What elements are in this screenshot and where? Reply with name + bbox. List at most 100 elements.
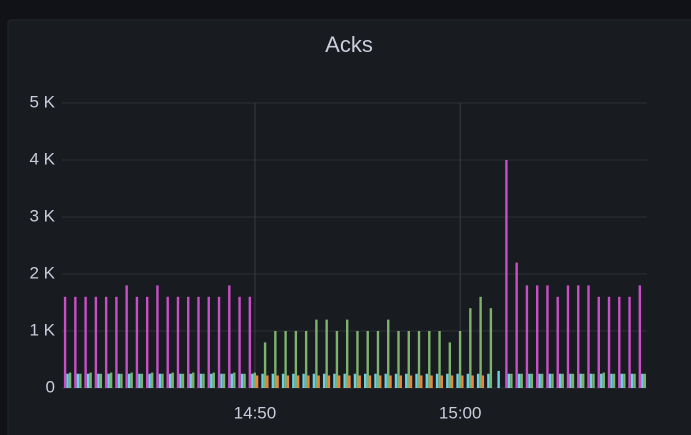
bar xyxy=(140,373,144,388)
bar xyxy=(387,319,390,388)
bar xyxy=(420,375,423,388)
bar xyxy=(197,296,200,388)
bar xyxy=(276,375,279,388)
bar xyxy=(517,373,521,388)
bar xyxy=(600,373,603,388)
bar xyxy=(284,331,287,388)
bar xyxy=(199,373,203,388)
bar xyxy=(251,373,254,388)
bar xyxy=(169,373,172,388)
bar xyxy=(294,331,298,388)
bar xyxy=(618,296,621,388)
y-tick-label: 5 K xyxy=(29,92,55,111)
bar xyxy=(569,373,572,388)
y-tick-label: 4 K xyxy=(29,149,55,168)
bar xyxy=(74,296,77,388)
bar xyxy=(520,373,523,388)
bar xyxy=(148,373,151,388)
bar xyxy=(263,342,267,388)
bar xyxy=(253,372,257,388)
bar xyxy=(597,296,600,388)
bar xyxy=(212,372,215,388)
bar xyxy=(405,373,408,388)
bar xyxy=(409,375,413,388)
bar xyxy=(446,373,449,388)
bar xyxy=(120,373,123,388)
bar xyxy=(345,319,349,388)
bar xyxy=(458,331,462,388)
bar xyxy=(156,285,159,388)
bar xyxy=(68,372,72,388)
bar xyxy=(348,375,351,388)
y-tick-label: 1 K xyxy=(29,320,55,339)
bar xyxy=(79,373,82,388)
bar xyxy=(107,373,110,388)
bar xyxy=(515,262,518,388)
bar xyxy=(548,373,552,388)
bar xyxy=(302,373,305,388)
panel-title[interactable]: Acks xyxy=(325,32,373,57)
bar xyxy=(337,375,341,388)
bar xyxy=(556,296,559,388)
bar xyxy=(610,373,613,388)
bar xyxy=(222,373,226,388)
bar xyxy=(207,296,210,388)
bar xyxy=(450,375,454,388)
bar xyxy=(296,375,300,388)
bar xyxy=(425,373,428,388)
bar xyxy=(535,285,539,388)
bar xyxy=(430,375,433,388)
bar xyxy=(243,373,246,388)
bar xyxy=(540,373,544,388)
y-tick-label: 2 K xyxy=(29,263,55,282)
bar xyxy=(607,296,611,388)
bar xyxy=(127,373,131,388)
bar xyxy=(415,373,418,388)
bar xyxy=(63,296,67,388)
bar xyxy=(643,373,647,388)
bar xyxy=(109,372,113,388)
bar xyxy=(333,373,336,388)
bar xyxy=(592,373,595,388)
bar xyxy=(448,342,452,388)
bar xyxy=(150,372,154,388)
bar xyxy=(389,375,392,388)
bar xyxy=(612,373,616,388)
bar xyxy=(274,331,277,388)
bar xyxy=(435,373,439,388)
bar xyxy=(125,285,128,388)
bar xyxy=(505,160,508,388)
bar xyxy=(166,296,169,388)
bar xyxy=(89,372,92,388)
bar xyxy=(292,373,295,388)
bar xyxy=(417,331,421,388)
bar xyxy=(589,373,593,388)
bar xyxy=(530,373,534,388)
bar xyxy=(623,373,626,388)
bar xyxy=(368,375,372,388)
bar xyxy=(327,375,331,388)
bar xyxy=(255,375,259,388)
bar xyxy=(456,373,459,388)
bar xyxy=(179,373,182,388)
bar xyxy=(638,285,642,388)
bar xyxy=(366,331,369,388)
bar xyxy=(312,373,316,388)
bar xyxy=(307,375,310,388)
bar xyxy=(528,373,531,388)
bar xyxy=(358,375,361,388)
bar xyxy=(641,373,644,388)
bar xyxy=(510,373,513,388)
bar xyxy=(479,296,482,388)
bar xyxy=(84,296,87,388)
bar xyxy=(620,373,623,388)
bar xyxy=(76,373,80,388)
bar xyxy=(630,373,634,388)
bar xyxy=(353,373,357,388)
bar xyxy=(322,373,326,388)
bar xyxy=(579,373,582,388)
bar xyxy=(374,373,377,388)
x-tick-label: 15:00 xyxy=(439,403,482,422)
y-tick-label: 0 xyxy=(46,377,55,396)
